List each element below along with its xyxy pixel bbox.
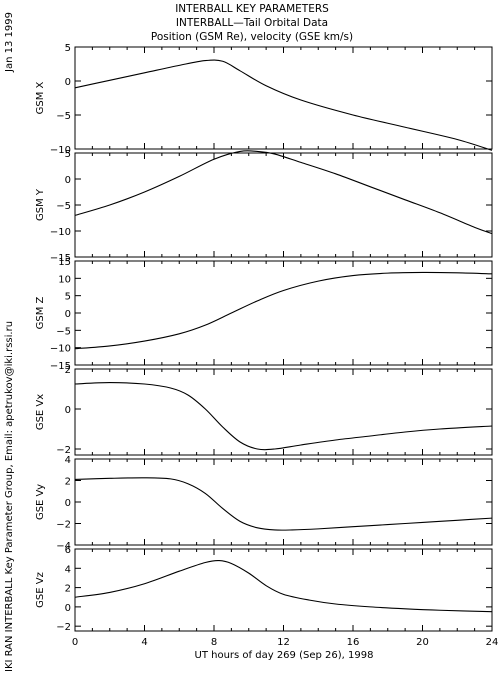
series-line	[74, 59, 493, 151]
y-axis-label: GSM Y	[35, 188, 46, 221]
series-line	[74, 150, 493, 235]
y-tick-label: −2	[56, 520, 71, 531]
x-tick-label: 20	[416, 637, 429, 648]
y-tick-label: −10	[50, 145, 71, 156]
panel-frame	[74, 260, 493, 366]
y-tick-label: −2	[56, 622, 71, 633]
x-tick-label: 4	[141, 637, 147, 648]
x-tick-label: 0	[72, 637, 78, 648]
y-tick-label: −2	[56, 445, 71, 456]
series-line	[74, 559, 493, 613]
y-tick-label: 0	[65, 405, 71, 416]
y-tick-label: 2	[65, 365, 71, 376]
series-line	[74, 271, 493, 350]
y-axis-label: GSE Vz	[35, 572, 46, 608]
y-tick-label: 6	[65, 545, 71, 556]
series-line	[74, 477, 493, 531]
y-tick-label: −10	[50, 227, 71, 238]
y-tick-label: −5	[56, 326, 71, 337]
y-tick-label: 0	[65, 309, 71, 320]
y-tick-label: 2	[65, 477, 71, 488]
x-tick-label: 24	[486, 637, 499, 648]
y-tick-label: −15	[50, 361, 71, 372]
plot-date-label: Jan 13 1999	[4, 12, 15, 73]
y-tick-label: 0	[65, 77, 71, 88]
y-tick-label: 0	[65, 603, 71, 614]
y-tick-label: −10	[50, 344, 71, 355]
panel-frame	[74, 548, 493, 632]
y-axis-label: GSM X	[35, 81, 46, 114]
figure-title-line3: Position (GSM Re), velocity (GSE km/s)	[151, 31, 353, 43]
y-axis-label: GSE Vx	[35, 394, 46, 430]
series-line	[74, 382, 493, 451]
y-axis-label: GSE Vy	[35, 484, 46, 520]
y-axis-label: GSM Z	[35, 296, 46, 329]
y-tick-label: −5	[56, 111, 71, 122]
y-tick-label: 0	[65, 175, 71, 186]
y-tick-label: 0	[65, 498, 71, 509]
x-tick-label: 16	[347, 637, 360, 648]
y-tick-label: 5	[65, 43, 71, 54]
credit-label: IKI RAN INTERBALL Key Parameter Group, E…	[4, 321, 15, 672]
y-tick-label: 10	[58, 274, 71, 285]
y-tick-label: 4	[65, 564, 71, 575]
panels-group: 5 0 −5 −10 GSM X 5 0 −5 −10 −15 GSM Y 15 10 5 0 −5 −10 −1…	[35, 43, 498, 648]
x-tick-label: 8	[211, 637, 217, 648]
y-tick-label: 5	[65, 149, 71, 160]
figure-title-line2: INTERBALL—Tail Orbital Data	[176, 17, 328, 29]
panel-frame	[74, 458, 493, 546]
panel-frame	[74, 152, 493, 258]
y-tick-label: 5	[65, 292, 71, 303]
y-tick-label: 15	[58, 257, 71, 268]
y-tick-label: 2	[65, 584, 71, 595]
y-tick-label: −5	[56, 201, 71, 212]
y-tick-label: 4	[65, 455, 71, 466]
x-axis-label: UT hours of day 269 (Sep 26), 1998	[195, 650, 374, 661]
panel-frame	[74, 46, 493, 150]
figure-title-line1: INTERBALL KEY PARAMETERS	[175, 3, 329, 15]
y-tick-label: −15	[50, 253, 71, 264]
x-tick-label: 12	[277, 637, 290, 648]
panel-frame	[74, 368, 493, 456]
y-tick-label: −4	[56, 541, 71, 552]
